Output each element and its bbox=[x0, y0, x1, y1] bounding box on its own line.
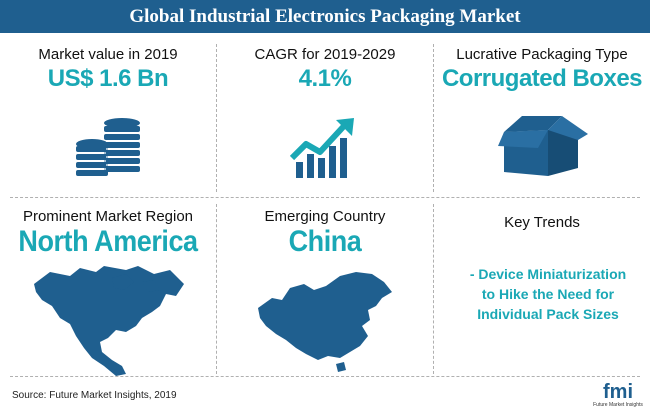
logo-subtext: Future Market Insights bbox=[593, 402, 643, 408]
cagr-card: CAGR for 2019-2029 4.1% bbox=[217, 46, 433, 93]
divider bbox=[216, 204, 217, 374]
fmi-logo: fmi Future Market Insights bbox=[592, 378, 644, 408]
country-label: Emerging Country bbox=[264, 208, 386, 225]
divider bbox=[433, 44, 434, 192]
trend-line: - Device Miniaturization bbox=[469, 266, 627, 282]
trends-card: Key Trends bbox=[434, 214, 650, 231]
trend-line: to Hike the Need for bbox=[481, 286, 615, 302]
source-note: Source: Future Market Insights, 2019 bbox=[12, 390, 177, 401]
market-value-card: Market value in 2019 US$ 1.6 Bn bbox=[0, 46, 216, 93]
logo-text: fmi bbox=[603, 381, 633, 403]
region-card: Prominent Market Region North America bbox=[0, 208, 216, 259]
open-box-icon bbox=[498, 112, 590, 178]
divider bbox=[216, 44, 217, 192]
trend-line: Individual Pack Sizes bbox=[477, 306, 619, 322]
region-value: North America bbox=[18, 225, 198, 258]
divider bbox=[10, 376, 640, 377]
china-map-icon bbox=[256, 268, 396, 376]
coins-stack-icon bbox=[74, 118, 144, 178]
north-america-map-icon bbox=[30, 262, 190, 382]
divider bbox=[433, 204, 434, 374]
trends-label: Key Trends bbox=[504, 214, 580, 231]
market-value-value: US$ 1.6 Bn bbox=[47, 65, 169, 92]
divider bbox=[10, 197, 640, 198]
packaging-label: Lucrative Packaging Type bbox=[456, 46, 628, 63]
packaging-card: Lucrative Packaging Type Corrugated Boxe… bbox=[434, 46, 650, 93]
trend-text: - Device Miniaturization to Hike the Nee… bbox=[458, 264, 638, 324]
country-card: Emerging Country China bbox=[217, 208, 433, 259]
country-value: China bbox=[288, 225, 362, 258]
page-title: Global Industrial Electronics Packaging … bbox=[0, 0, 650, 33]
cagr-value: 4.1% bbox=[298, 65, 352, 92]
market-value-label: Market value in 2019 bbox=[38, 46, 178, 63]
packaging-value: Corrugated Boxes bbox=[441, 65, 643, 92]
cagr-label: CAGR for 2019-2029 bbox=[254, 46, 396, 63]
region-label: Prominent Market Region bbox=[22, 208, 194, 225]
growth-chart-icon bbox=[290, 118, 360, 180]
